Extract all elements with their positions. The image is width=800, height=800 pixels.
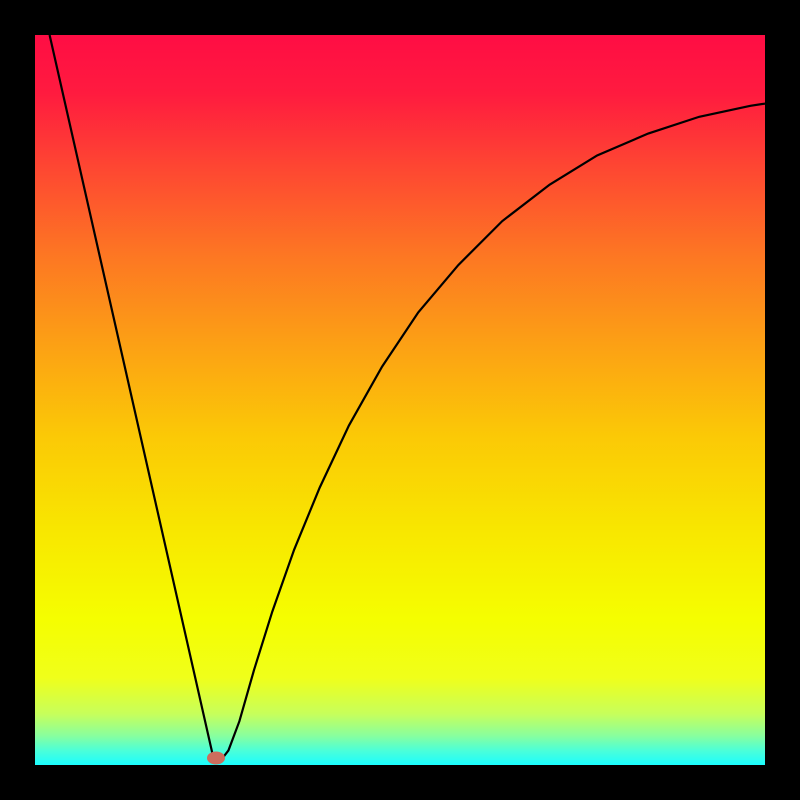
- minimum-marker: [207, 752, 225, 765]
- chart-container: TheBottleneck.com: [0, 0, 800, 800]
- bottleneck-curve: [35, 35, 765, 765]
- watermark-text: TheBottleneck.com: [608, 6, 788, 30]
- plot-area: [35, 35, 765, 765]
